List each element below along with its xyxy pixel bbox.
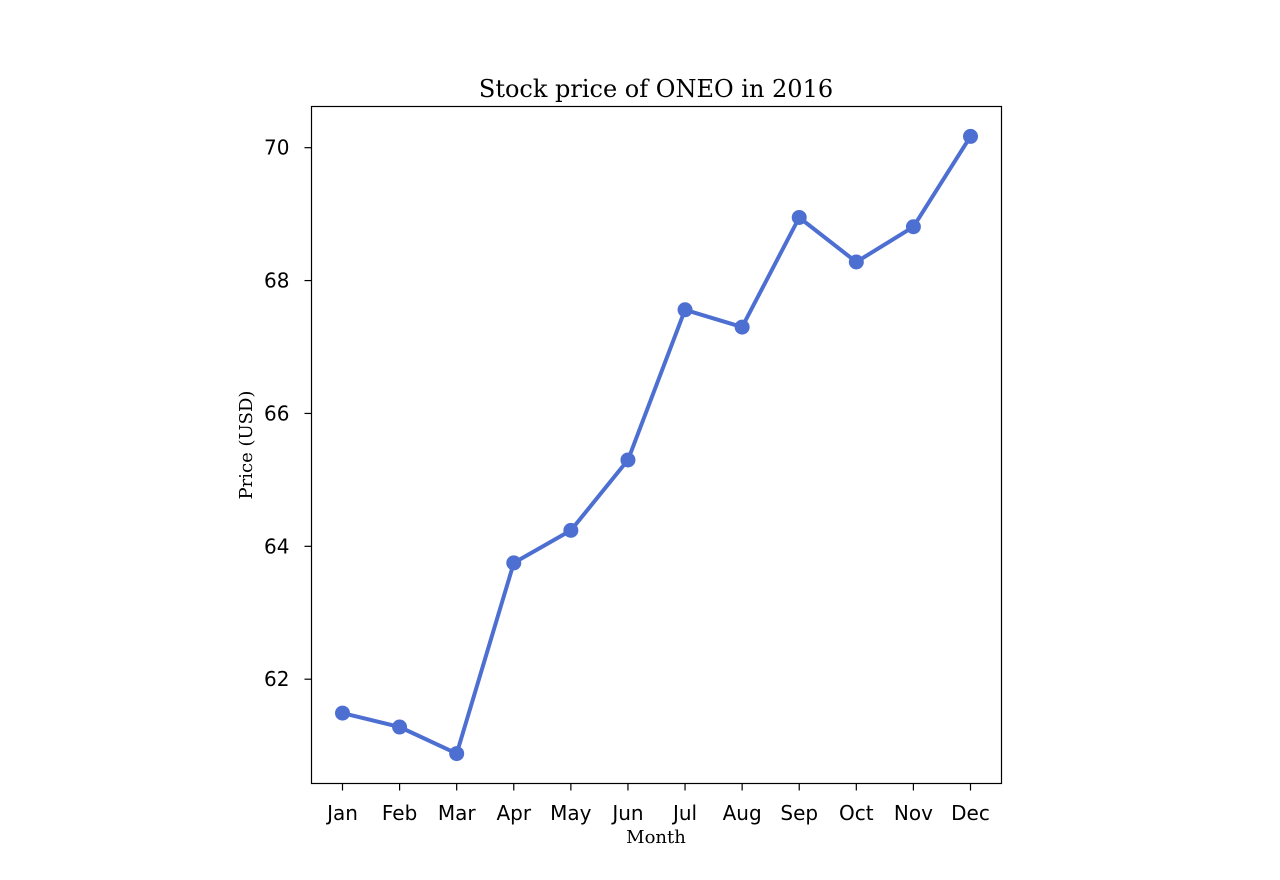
data-point: [506, 555, 522, 571]
x-tick-label: Dec: [951, 801, 990, 825]
x-tick-label: May: [550, 801, 592, 825]
data-point: [392, 719, 408, 735]
y-tick-label: 62: [264, 667, 289, 691]
series-group: [335, 128, 978, 762]
data-point: [963, 128, 978, 144]
series-line: [340, 134, 973, 756]
y-tick-label: 68: [264, 269, 289, 293]
x-tick-label: Nov: [894, 801, 933, 825]
y-axis: 62 64 66 68 70: [264, 136, 312, 691]
y-tick-label: 66: [264, 401, 289, 425]
y-tick-label: 70: [264, 136, 289, 160]
x-tick-label: Sep: [780, 801, 818, 825]
data-point: [791, 209, 807, 225]
data-point: [677, 302, 693, 318]
x-tick-label: Apr: [496, 801, 531, 825]
chart-title: Stock price of ONEO in 2016: [479, 75, 833, 103]
x-axis: Jan Feb Mar Apr May Jun Jul Aug Sep Oct Nov Dec: [325, 783, 990, 825]
data-point: [905, 219, 921, 235]
x-tick-label: Aug: [723, 801, 762, 825]
data-point: [620, 452, 636, 468]
x-tick-label: Jul: [671, 801, 697, 825]
x-tick-label: Jun: [610, 801, 643, 825]
x-tick-label: Mar: [438, 801, 477, 825]
x-tick-label: Jan: [325, 801, 358, 825]
x-axis-label: Month: [626, 827, 686, 848]
data-point: [449, 746, 465, 762]
plot-frame: [310, 105, 1003, 785]
data-point: [563, 522, 579, 538]
x-tick-label: Feb: [382, 801, 417, 825]
x-tick-label: Oct: [839, 801, 874, 825]
y-tick-label: 64: [264, 534, 289, 558]
data-point: [734, 319, 750, 335]
y-axis-label: Price (USD): [236, 391, 257, 500]
data-point: [335, 705, 350, 721]
data-point: [848, 254, 864, 270]
